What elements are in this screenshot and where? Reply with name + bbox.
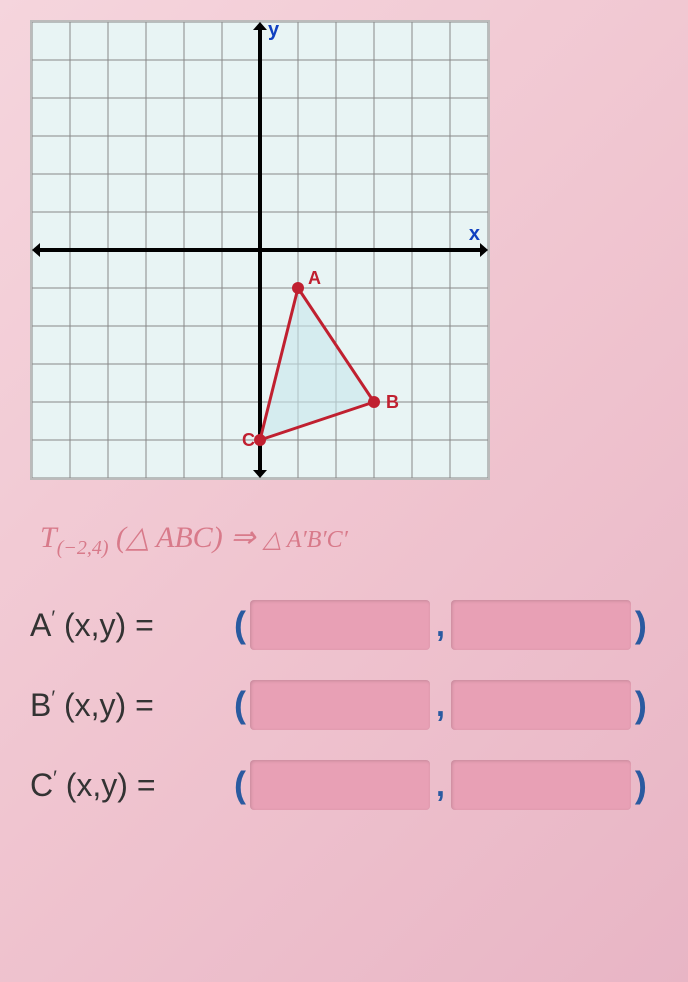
formula-subscript: (−2,4) [57, 537, 109, 559]
answer-row-a: A′ (x,y) =(,) [30, 600, 658, 650]
formula-prefix: T [40, 521, 57, 554]
svg-text:y: y [268, 22, 280, 41]
answer-row-b: B′ (x,y) =(,) [30, 680, 658, 730]
svg-text:A: A [308, 268, 321, 288]
input-b-x[interactable] [250, 680, 430, 730]
paren-open: ( [234, 604, 246, 646]
paren-open: ( [234, 764, 246, 806]
answer-label-b: B′ (x,y) = [30, 687, 230, 724]
paren-close: ) [635, 684, 647, 726]
paren-close: ) [635, 764, 647, 806]
comma: , [436, 687, 445, 724]
formula-arrow: ⇒ [230, 521, 255, 554]
answer-row-c: C′ (x,y) =(,) [30, 760, 658, 810]
input-c-x[interactable] [250, 760, 430, 810]
paren-open: ( [234, 684, 246, 726]
answer-label-a: A′ (x,y) = [30, 607, 230, 644]
paren-close: ) [635, 604, 647, 646]
input-a-x[interactable] [250, 600, 430, 650]
input-c-y[interactable] [451, 760, 631, 810]
answer-label-c: C′ (x,y) = [30, 767, 230, 804]
svg-text:C: C [242, 430, 255, 450]
graph-svg: A B C y x [32, 22, 488, 478]
input-b-y[interactable] [451, 680, 631, 730]
input-a-y[interactable] [451, 600, 631, 650]
coordinate-graph: A B C y x [30, 20, 490, 480]
comma: , [436, 607, 445, 644]
transformation-formula: T(−2,4) (△ ABC) ⇒ △ A′B′C′ [40, 520, 658, 560]
formula-input: (△ ABC) [116, 521, 223, 554]
svg-text:B: B [386, 392, 399, 412]
svg-text:x: x [469, 223, 480, 245]
formula-output: △ A′B′C′ [263, 527, 348, 553]
comma: , [436, 767, 445, 804]
